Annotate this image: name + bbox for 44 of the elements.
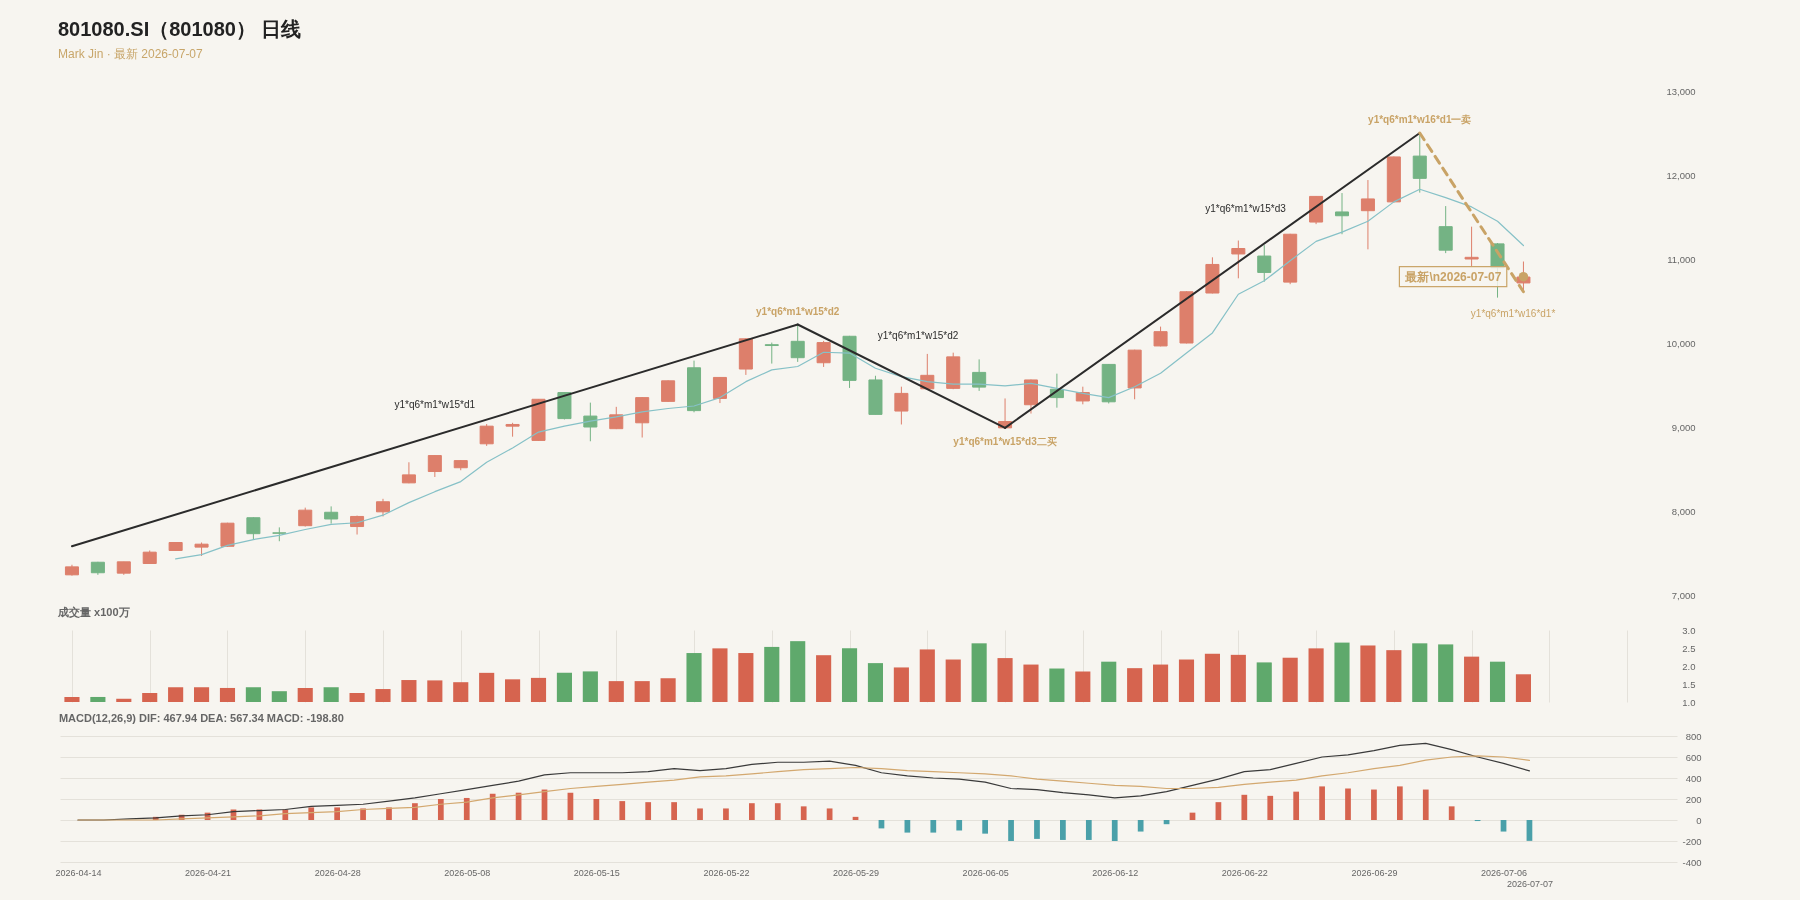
x-tick-label: 2026-07-06 bbox=[1481, 867, 1528, 878]
x-tick-label: 2026-07-07 bbox=[1506, 878, 1553, 889]
x-tick-label: 2026-05-29 bbox=[833, 867, 880, 878]
y-tick-label: 1.0 bbox=[1682, 696, 1696, 708]
y-tick-label: 7,000 bbox=[1671, 589, 1696, 601]
chart-title: 801080.SI（801080） 日线 bbox=[58, 18, 302, 40]
y-tick-label: 800 bbox=[1685, 730, 1702, 742]
annotation: 最新\n2026-07-07 bbox=[1404, 269, 1502, 284]
y-tick-label: 12,000 bbox=[1666, 169, 1696, 181]
y-tick-label: 2.5 bbox=[1682, 642, 1696, 654]
annotation: y1*q6*m1*w15*d3二买 bbox=[953, 435, 1057, 447]
series-label: y1*q6*m1*w15*d1 bbox=[394, 399, 476, 411]
y-tick-label: 600 bbox=[1685, 751, 1702, 763]
y-tick-label: 400 bbox=[1685, 772, 1702, 784]
y-tick-label: 0 bbox=[1696, 814, 1702, 826]
x-tick-label: 2026-06-05 bbox=[962, 867, 1009, 878]
y-tick-label: 11,000 bbox=[1667, 253, 1696, 265]
y-tick-label: 9,000 bbox=[1671, 421, 1696, 433]
x-tick-label: 2026-06-29 bbox=[1351, 867, 1398, 878]
x-tick-label: 2026-05-08 bbox=[444, 867, 491, 878]
x-tick-label: 2026-05-15 bbox=[573, 867, 620, 878]
y-tick-label: 3.0 bbox=[1682, 624, 1696, 636]
y-tick-label: 13,000 bbox=[1666, 85, 1696, 97]
y-tick-label: 8,000 bbox=[1671, 505, 1696, 517]
series-label: y1*q6*m1*w15*d3 bbox=[1205, 202, 1287, 214]
y-tick-label: -400 bbox=[1682, 856, 1702, 868]
x-tick-label: 2026-06-12 bbox=[1092, 867, 1139, 878]
x-tick-label: 2026-04-21 bbox=[185, 867, 232, 878]
y-tick-label: 10,000 bbox=[1666, 337, 1696, 349]
annotation: y1*q6*m1*w16*d1一卖 bbox=[1368, 114, 1472, 125]
y-tick-label: 2.0 bbox=[1682, 660, 1696, 672]
x-tick-label: 2026-05-22 bbox=[703, 867, 750, 878]
y-tick-label: 1.5 bbox=[1682, 678, 1696, 690]
x-tick-label: 2026-06-22 bbox=[1221, 867, 1268, 878]
y-tick-label: 200 bbox=[1685, 793, 1702, 805]
text: y1*q6*m1*w15*d2 bbox=[877, 330, 959, 342]
chart-title: MACD(12,26,9) DIF: 467.94 DEA: 567.34 MACD: -198.80 bbox=[58, 712, 344, 724]
chart-subtitle: Mark Jin · 最新 2026-07-07 bbox=[58, 47, 204, 61]
x-tick-label: 2026-04-14 bbox=[55, 867, 102, 878]
y-tick-label: -200 bbox=[1682, 835, 1702, 847]
x-tick-label: 2026-04-28 bbox=[314, 867, 361, 878]
text: y1*q6*m1*w16*d1* bbox=[1470, 307, 1556, 319]
chart-title: 成交量 x100万 bbox=[57, 606, 130, 618]
annotation: y1*q6*m1*w15*d2 bbox=[756, 305, 840, 317]
